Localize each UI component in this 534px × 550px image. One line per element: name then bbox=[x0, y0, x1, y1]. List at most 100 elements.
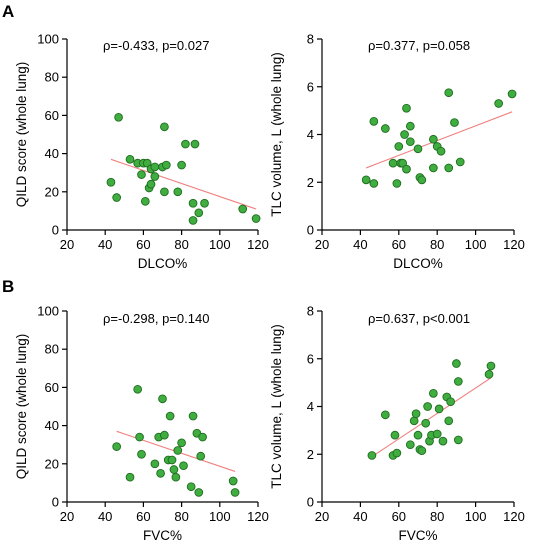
y-tick-label: 100 bbox=[37, 32, 59, 47]
data-point bbox=[405, 440, 415, 450]
x-tick-label: 40 bbox=[353, 237, 367, 252]
data-point bbox=[400, 130, 409, 139]
data-point bbox=[432, 429, 442, 439]
y-tick-label: 6 bbox=[307, 351, 314, 366]
data-point bbox=[484, 369, 494, 379]
data-point bbox=[392, 179, 402, 188]
x-tick-label: 20 bbox=[60, 509, 74, 524]
x-tick-label: 80 bbox=[174, 237, 188, 252]
data-point bbox=[446, 397, 455, 407]
data-point bbox=[125, 154, 135, 164]
x-tick-label: 40 bbox=[98, 509, 112, 524]
x-axis-title: DLCO% bbox=[138, 256, 188, 271]
data-point bbox=[429, 163, 438, 173]
x-tick-label: 120 bbox=[503, 237, 525, 252]
y-tick-label: 100 bbox=[37, 304, 59, 319]
data-point bbox=[388, 158, 398, 168]
x-tick-label: 120 bbox=[247, 237, 269, 252]
data-point bbox=[394, 142, 404, 151]
regression-line bbox=[110, 158, 257, 210]
data-point bbox=[137, 449, 146, 459]
correlation-annotation: ρ=0.637, p<0.001 bbox=[368, 311, 470, 326]
x-tick-label: 100 bbox=[465, 237, 487, 252]
data-point bbox=[156, 469, 165, 478]
data-point bbox=[186, 482, 196, 492]
data-point bbox=[194, 488, 204, 497]
data-point bbox=[494, 99, 503, 108]
data-point bbox=[455, 157, 465, 167]
data-point bbox=[112, 193, 122, 202]
data-point bbox=[429, 389, 438, 398]
data-point bbox=[194, 208, 204, 218]
data-point bbox=[140, 197, 150, 206]
scatter-chart-tlc-vs-fvc: 20 40 60 80 100 120 0 2 4 6 8 FVC% TLC volume, L (wh… bbox=[269, 304, 525, 544]
y-axis-title: TLC volume, L (whole lung) bbox=[269, 52, 284, 217]
y-tick-label: 80 bbox=[45, 70, 59, 85]
data-point bbox=[444, 88, 454, 98]
data-point bbox=[436, 146, 446, 156]
data-point bbox=[507, 89, 517, 99]
y-tick-label: 8 bbox=[307, 304, 314, 319]
data-point bbox=[453, 435, 463, 445]
data-point bbox=[429, 134, 438, 144]
data-point bbox=[444, 416, 454, 426]
data-point bbox=[137, 170, 146, 179]
data-point bbox=[188, 216, 198, 225]
y-tick-label: 2 bbox=[307, 447, 314, 462]
x-tick-label: 80 bbox=[430, 237, 444, 252]
data-point bbox=[423, 402, 432, 411]
correlation-annotation: ρ=-0.433, p=0.027 bbox=[103, 38, 209, 53]
y-tick-label: 0 bbox=[307, 223, 314, 238]
data-point bbox=[158, 394, 167, 404]
y-axis-title: QILD score (whole lung) bbox=[14, 334, 29, 480]
y-tick-label: 40 bbox=[45, 146, 59, 161]
correlation-annotation: ρ=-0.298, p=0.140 bbox=[103, 311, 209, 326]
data-point bbox=[444, 163, 454, 173]
y-tick-label: 20 bbox=[45, 184, 59, 199]
data-point bbox=[369, 117, 379, 126]
data-point bbox=[230, 488, 240, 497]
data-point bbox=[228, 476, 238, 486]
data-point bbox=[198, 432, 207, 442]
x-tick-label: 120 bbox=[503, 509, 525, 524]
data-point bbox=[238, 204, 248, 214]
data-point bbox=[179, 461, 188, 471]
y-tick-label: 2 bbox=[307, 175, 314, 190]
data-point bbox=[452, 359, 461, 368]
data-point bbox=[114, 112, 123, 122]
data-point bbox=[413, 430, 423, 440]
panel-label-b: B bbox=[2, 277, 14, 296]
data-point bbox=[390, 430, 400, 440]
data-point bbox=[434, 404, 444, 414]
data-point bbox=[165, 411, 175, 421]
panel-label-a: A bbox=[2, 2, 14, 21]
data-point bbox=[173, 187, 183, 197]
data-point bbox=[171, 472, 181, 482]
data-point bbox=[450, 118, 459, 127]
x-tick-label: 60 bbox=[392, 509, 406, 524]
y-tick-label: 8 bbox=[307, 32, 314, 47]
x-tick-label: 60 bbox=[392, 237, 406, 252]
y-axis-title: QILD score (whole lung) bbox=[14, 62, 29, 208]
y-tick-label: 60 bbox=[45, 108, 59, 123]
y-tick-label: 80 bbox=[45, 342, 59, 357]
x-tick-label: 60 bbox=[136, 509, 150, 524]
data-point bbox=[411, 409, 421, 419]
x-tick-label: 100 bbox=[209, 237, 231, 252]
x-tick-label: 100 bbox=[209, 509, 231, 524]
data-point bbox=[188, 411, 198, 421]
x-tick-label: 20 bbox=[315, 509, 329, 524]
data-point bbox=[417, 175, 427, 185]
data-point bbox=[135, 432, 144, 442]
data-point bbox=[402, 103, 411, 113]
x-tick-label: 100 bbox=[465, 509, 487, 524]
y-tick-label: 6 bbox=[307, 79, 314, 94]
x-axis-title: FVC% bbox=[398, 528, 437, 543]
data-point bbox=[177, 438, 186, 448]
data-point bbox=[150, 162, 160, 172]
y-tick-label: 40 bbox=[45, 418, 59, 433]
data-point bbox=[417, 446, 427, 456]
